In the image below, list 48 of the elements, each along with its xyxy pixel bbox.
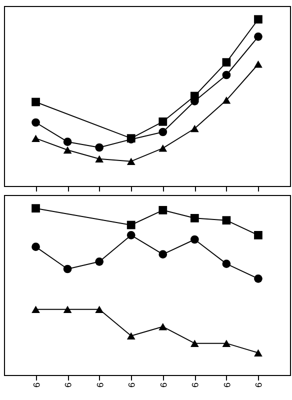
point [63, 138, 72, 146]
point [158, 323, 168, 330]
point [254, 60, 262, 68]
point [190, 214, 199, 222]
point [222, 216, 231, 225]
point [254, 230, 262, 240]
point [126, 220, 136, 230]
point [254, 274, 262, 283]
x-tick-label: 9 [126, 382, 137, 388]
point [158, 250, 168, 259]
point [190, 235, 199, 244]
point [32, 118, 40, 127]
x-tick-label: 9 [222, 382, 232, 388]
point [126, 332, 136, 340]
point [95, 143, 104, 152]
point [254, 349, 262, 356]
point [63, 306, 72, 313]
point [254, 32, 262, 41]
point [158, 117, 168, 126]
point [32, 134, 40, 142]
point [222, 340, 231, 347]
point [222, 58, 231, 67]
point [126, 158, 136, 165]
point [222, 96, 231, 104]
x-tick-label: 9 [254, 382, 264, 388]
x-tick-label: 9 [31, 382, 42, 388]
point [32, 204, 40, 213]
x-tick-label: 9 [63, 382, 74, 388]
x-tick-label: 9 [190, 382, 200, 388]
point [32, 98, 40, 106]
point [190, 124, 199, 132]
point [222, 260, 231, 268]
point [158, 206, 168, 214]
x-tick-label: 9 [94, 382, 105, 388]
point [95, 257, 104, 266]
point [95, 306, 104, 313]
point [95, 155, 104, 162]
point [222, 70, 231, 80]
point [32, 306, 40, 313]
point [63, 264, 72, 274]
point [32, 242, 40, 252]
x-tick-label: 9 [158, 382, 168, 388]
point [190, 340, 199, 347]
point [254, 15, 262, 24]
point [158, 144, 168, 152]
point [63, 146, 72, 154]
point [126, 230, 136, 240]
point [158, 128, 168, 136]
